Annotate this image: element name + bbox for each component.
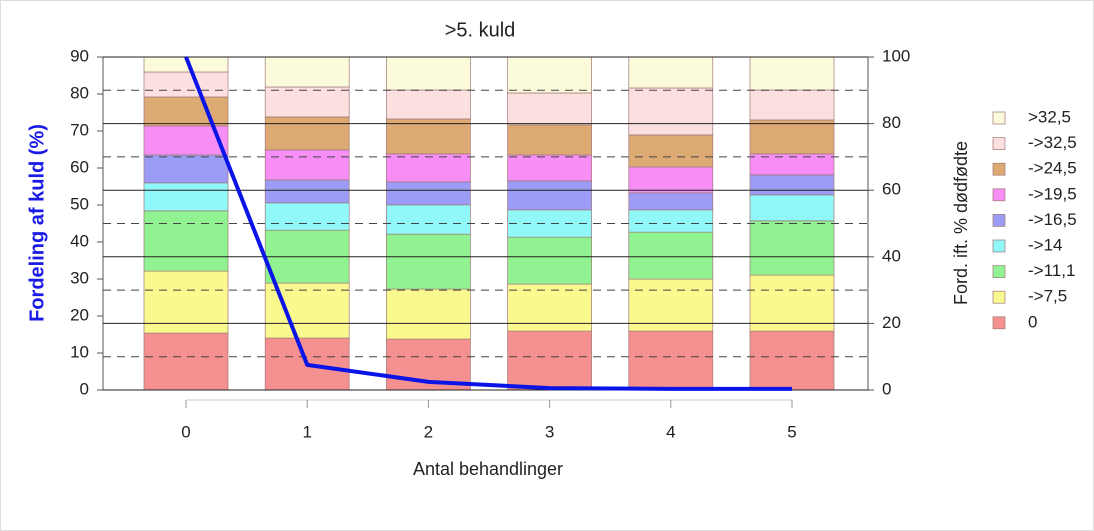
bar-segment [749,220,835,276]
bar-segment [143,182,229,212]
chart-title: >5. kuld [445,19,516,41]
legend-label: ->19,5 [1028,184,1077,203]
x-tick-label: 5 [787,422,796,441]
x-axis-title: Antal behandlinger [413,459,563,479]
legend-label: >32,5 [1028,107,1071,126]
bar-segment [749,194,835,222]
bar-segment [264,116,350,151]
y-tick-label: 50 [70,194,89,213]
bar-segment [386,56,471,91]
legend-swatch [992,239,1006,253]
bar-segment [507,236,592,285]
x-tick-label: 0 [181,422,190,441]
bar-segment [507,283,592,332]
legend-label: 0 [1028,312,1037,331]
bar-segment [507,180,592,211]
bar-segment [628,231,714,280]
bar-segment [264,149,350,181]
y-tick-label: 10 [70,342,89,361]
bar-segment [507,154,592,182]
bar-segment [749,56,835,91]
bar-segment [386,89,471,120]
y2-axis-title: Ford. ift. % dødfødte [951,141,971,305]
y2-tick-label: 20 [882,313,901,332]
legend-label: ->14 [1028,235,1063,254]
legend-swatch [992,188,1006,202]
bar-segment [386,118,471,155]
bar-segment [749,330,835,391]
y-tick-label: 90 [70,46,89,65]
bar-segment [264,179,350,204]
x-tick-label: 3 [545,422,554,441]
legend-swatch [992,162,1006,176]
bar-segment [749,274,835,332]
legend-label: ->7,5 [1028,287,1067,306]
bar-segment [628,134,714,168]
y2-tick-label: 80 [882,113,901,132]
bar-segment [628,166,714,194]
bar-segment [143,154,229,184]
line-series [184,56,792,391]
bar-segment [264,56,350,88]
y2-tick-label: 40 [882,246,901,265]
bar-segment [507,56,592,94]
legend-swatch [992,137,1006,150]
y-tick-label: 20 [70,305,89,324]
bar-segment [628,56,714,89]
bar-segment [628,192,714,211]
y-tick-label: 60 [70,157,89,176]
bar-segment [386,233,471,290]
y2-tick-label: 60 [882,180,901,199]
legend-swatch [992,214,1006,227]
bar-segment [628,278,714,332]
bar-segment [507,330,592,391]
legend-label: ->16,5 [1028,210,1077,229]
legend-label: ->32,5 [1028,133,1077,152]
legend-swatch [992,290,1006,304]
bar-segment [386,181,471,206]
x-tick-label: 2 [424,422,433,441]
x-tick-label: 4 [666,422,675,441]
y-tick-label: 40 [70,231,89,250]
legend-swatch [992,111,1006,125]
bar-segment [628,209,714,233]
y-tick-label: 80 [70,83,89,102]
legend-label: ->24,5 [1028,159,1077,178]
bar-segment [143,96,229,127]
y-tick-label: 0 [80,379,89,398]
bar-segment [628,87,714,136]
bar-segment [749,174,835,196]
legend-swatch [992,316,1006,330]
bar-segment [749,119,835,155]
bar-segment [507,209,592,238]
x-tick-label: 1 [302,422,311,441]
bar-segment [628,330,714,391]
bar-segment [507,124,592,156]
bar-segment [264,202,350,231]
bar-segment [386,204,471,235]
y-tick-label: 70 [70,120,89,139]
legend-swatch [992,265,1006,278]
bar-segment [143,210,229,272]
y2-tick-label: 0 [882,379,891,398]
y-tick-label: 30 [70,268,89,287]
bar-segment [143,71,229,98]
bar-segment [386,153,471,183]
bar-segment [507,92,592,126]
bar-segment [386,288,471,340]
bar-segment [749,89,835,121]
y-axis-title: Fordeling af kuld (%) [26,124,48,322]
legend-label: ->11,1 [1028,261,1075,280]
y2-tick-label: 100 [882,46,910,65]
bar-segment [143,332,229,391]
bar-segment [264,86,350,118]
